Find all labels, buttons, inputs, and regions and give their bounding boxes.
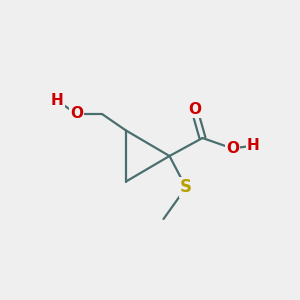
- Text: O: O: [70, 106, 83, 122]
- Text: H: H: [51, 93, 63, 108]
- Text: S: S: [180, 178, 192, 196]
- Text: O: O: [226, 141, 239, 156]
- Text: H: H: [247, 138, 260, 153]
- Text: O: O: [188, 102, 201, 117]
